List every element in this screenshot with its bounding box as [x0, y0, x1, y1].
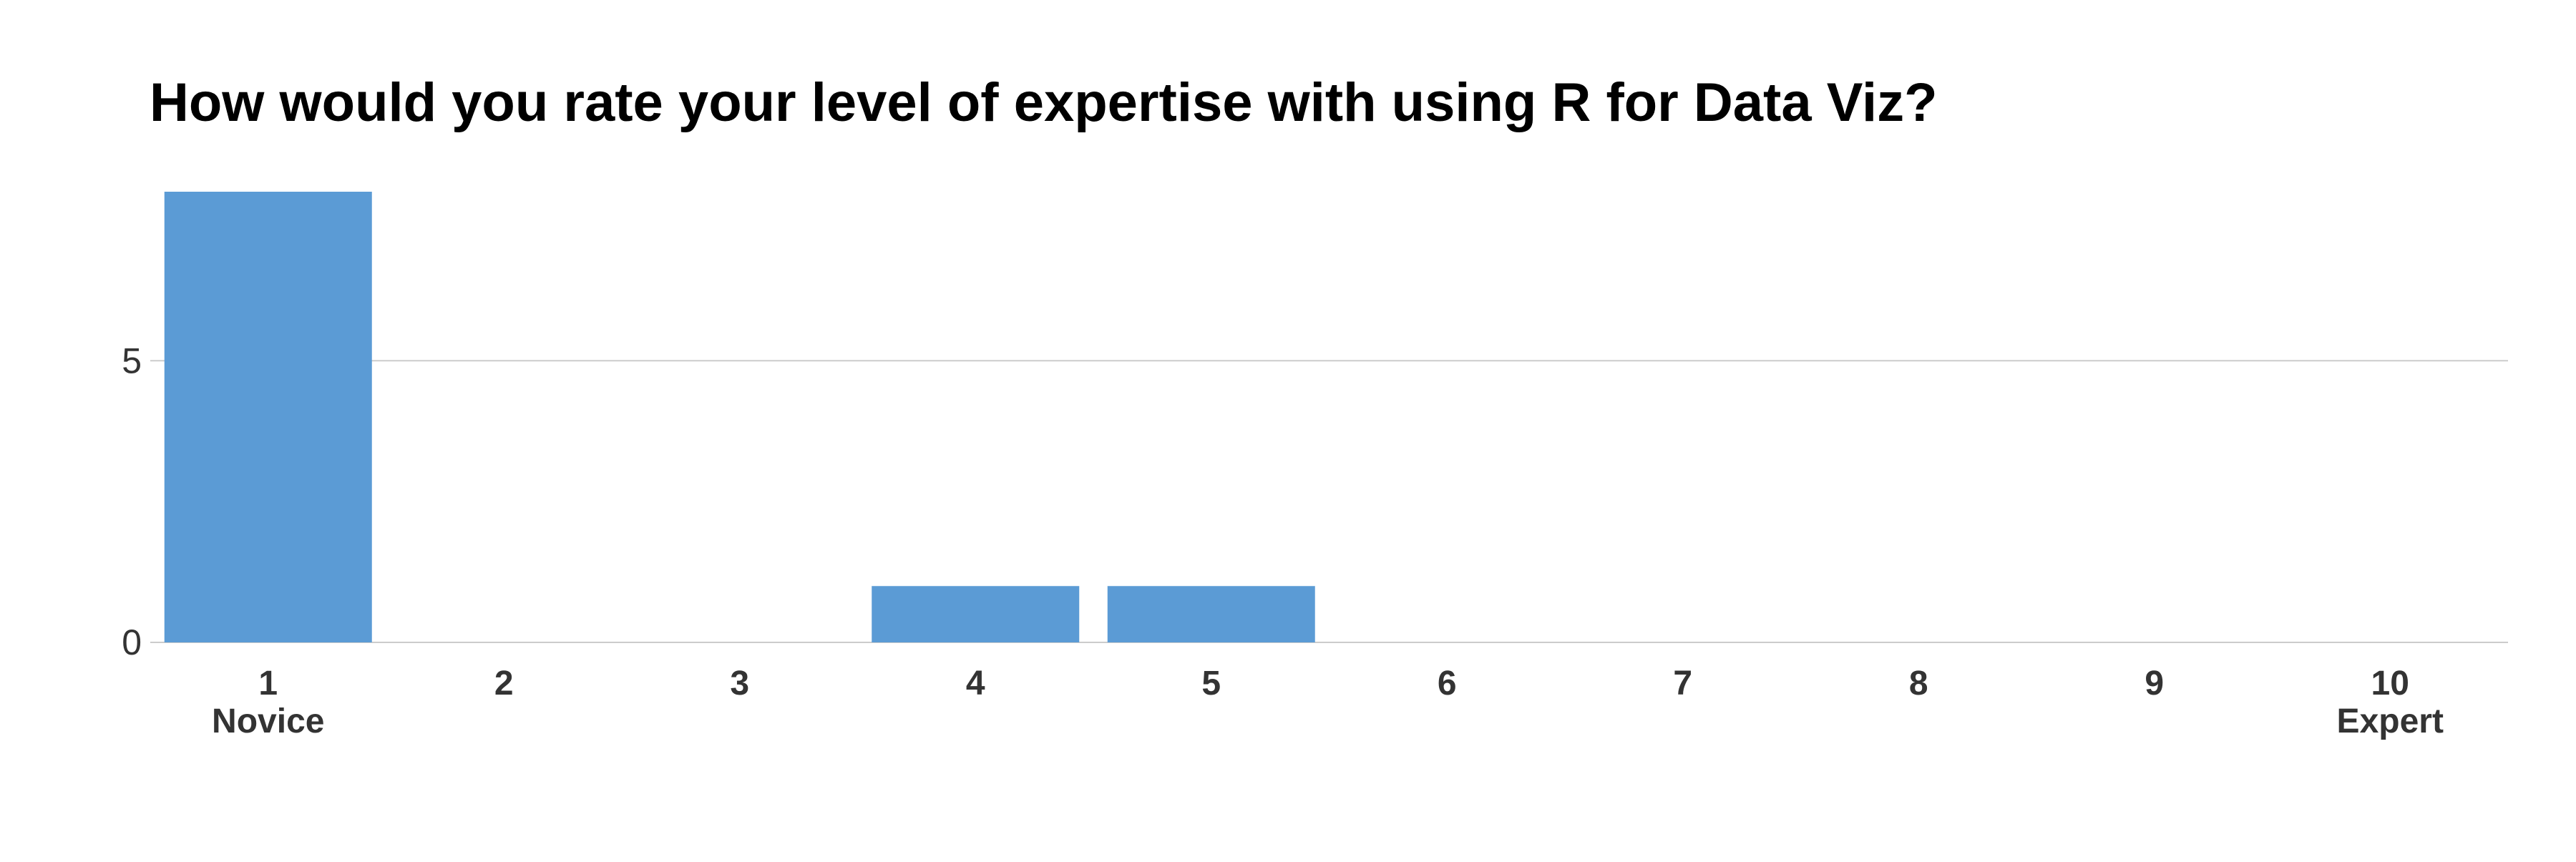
bar-1: [164, 192, 372, 642]
x-tick-label: 10: [2371, 665, 2409, 702]
bar-5: [1107, 586, 1315, 642]
x-tick-label: 1: [258, 665, 278, 702]
x-tick-label: 8: [1909, 665, 1928, 702]
x-tick-label: 7: [1673, 665, 1692, 702]
x-tick-sublabel: Novice: [212, 702, 324, 740]
y-tick-label: 5: [122, 341, 142, 381]
gridlines: [150, 360, 2508, 643]
y-tick-label: 0: [122, 622, 142, 662]
chart-title: How would you rate your level of experti…: [150, 72, 1938, 133]
x-tick-label: 3: [730, 665, 749, 702]
bars: [164, 192, 1315, 642]
x-tick-label: 5: [1201, 665, 1221, 702]
x-tick-label: 4: [966, 665, 985, 702]
bar-4: [872, 586, 1080, 642]
x-tick-label: 2: [494, 665, 514, 702]
x-tick-label: 6: [1438, 665, 1457, 702]
x-tick-sublabel: Expert: [2337, 702, 2444, 740]
y-axis-ticks: 05: [122, 341, 142, 662]
x-tick-label: 9: [2145, 665, 2164, 702]
